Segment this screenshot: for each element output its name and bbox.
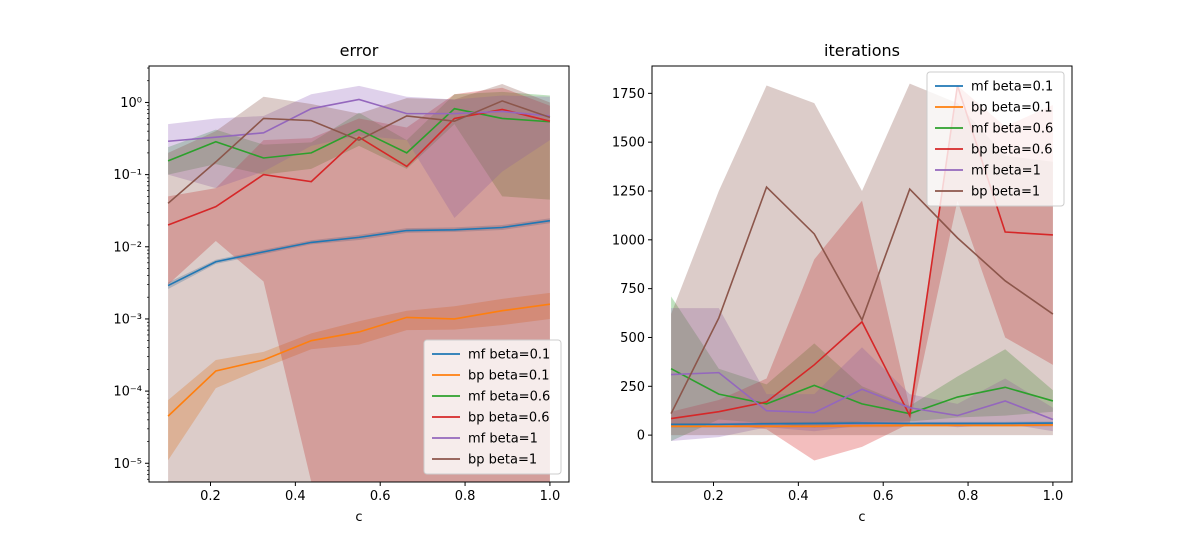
x-tick-label: 0.8 bbox=[958, 489, 979, 504]
x-tick-label: 0.4 bbox=[285, 489, 306, 504]
error-axes-frame bbox=[148, 65, 570, 483]
y-tick-label: 1750 bbox=[612, 87, 645, 102]
legend-box bbox=[423, 339, 562, 475]
iterations-xlabel: c bbox=[858, 510, 865, 525]
y-tick-label: 1250 bbox=[612, 184, 645, 199]
iterations-x-ticks: 0.2 0.4 0.6 0.8 1.0 bbox=[703, 482, 1063, 504]
line-bp-beta-1 bbox=[670, 185, 1054, 414]
y-tick-label: 250 bbox=[620, 380, 645, 395]
iterations-axes-frame bbox=[651, 65, 1073, 483]
legend-label: mf beta=0.6 bbox=[468, 390, 550, 405]
x-tick-label: 0.6 bbox=[370, 489, 391, 504]
line-mf-beta-1 bbox=[671, 371, 1054, 421]
y-tick-label: 1500 bbox=[612, 136, 645, 151]
error-y-ticks: 10⁻⁵ 10⁻⁴ 10⁻³ 10⁻² 10⁻¹ 10⁰ bbox=[113, 67, 149, 480]
iterations-subplot: 0.2 0.4 0.6 0.8 1.0 0 250 500 750 1000 1250 1500 17… bbox=[612, 41, 1073, 525]
line-bp-beta-0-1 bbox=[671, 424, 1053, 428]
x-tick-label: 0.2 bbox=[703, 489, 724, 504]
y-tick-label: 10⁰ bbox=[120, 96, 142, 111]
line-bp-beta-0-1 bbox=[167, 303, 551, 417]
band-mf-beta-1 bbox=[671, 308, 1053, 441]
iterations-legend: mf beta=0.1 bp beta=0.1 mf beta=0.6 bp beta… bbox=[926, 71, 1065, 207]
y-tick-label: 0 bbox=[637, 429, 645, 444]
legend-label: mf beta=0.1 bbox=[971, 80, 1053, 95]
y-tick-label: 1000 bbox=[612, 233, 645, 248]
x-tick-label: 0.6 bbox=[873, 489, 894, 504]
band-mf-beta-0-6 bbox=[671, 296, 1053, 441]
y-tick-label: 750 bbox=[620, 282, 645, 297]
error-legend: mf beta=0.1 bp beta=0.1 mf beta=0.6 bp beta… bbox=[423, 339, 562, 475]
line-mf-beta-0-1 bbox=[167, 219, 551, 287]
legend-label: bp beta=0.6 bbox=[971, 143, 1053, 158]
y-tick-label: 10⁻³ bbox=[113, 312, 142, 327]
legend-label: bp beta=0.1 bbox=[971, 101, 1053, 116]
legend-box bbox=[926, 71, 1065, 207]
legend-label: bp beta=0.6 bbox=[468, 411, 550, 426]
legend-label: bp beta=1 bbox=[468, 453, 537, 468]
line-mf-beta-0-6 bbox=[670, 368, 1054, 415]
y-tick-label: 10⁻¹ bbox=[113, 168, 142, 183]
line-mf-beta-1 bbox=[168, 98, 550, 143]
legend-label: mf beta=1 bbox=[971, 164, 1041, 179]
legend-label: mf beta=1 bbox=[468, 432, 538, 447]
iterations-title: iterations bbox=[824, 41, 900, 60]
error-subplot: 0.2 0.4 0.6 0.8 1.0 10⁻⁵10⁻⁴10⁻³10⁻²10⁻¹10⁰ … bbox=[113, 41, 570, 525]
x-tick-label: 0.8 bbox=[455, 489, 476, 504]
y-tick-label: 500 bbox=[620, 331, 645, 346]
error-x-ticks: 0.2 0.4 0.6 0.8 1.0 bbox=[200, 482, 560, 504]
y-tick-label: 10⁻⁴ bbox=[113, 385, 142, 400]
line-bp-beta-1 bbox=[167, 100, 551, 204]
error-xlabel: c bbox=[355, 510, 362, 525]
error-title: error bbox=[340, 41, 379, 60]
line-mf-beta-0-1 bbox=[671, 422, 1053, 426]
error-lines bbox=[167, 98, 551, 417]
x-tick-label: 0.4 bbox=[788, 489, 809, 504]
legend-label: bp beta=0.1 bbox=[468, 369, 550, 384]
legend-label: bp beta=1 bbox=[971, 185, 1040, 200]
y-tick-label: 10⁻⁵ bbox=[113, 457, 142, 472]
x-tick-label: 1.0 bbox=[1043, 489, 1064, 504]
y-tick-label: 10⁻² bbox=[113, 240, 142, 255]
x-tick-label: 1.0 bbox=[540, 489, 561, 504]
x-tick-label: 0.2 bbox=[200, 489, 221, 504]
band-mf-beta-0-1 bbox=[168, 218, 550, 289]
iterations-y-ticks: 0 250 500 750 1000 1250 1500 1750 bbox=[612, 87, 652, 444]
legend-label: mf beta=0.1 bbox=[468, 348, 550, 363]
legend-label: mf beta=0.6 bbox=[971, 122, 1053, 137]
